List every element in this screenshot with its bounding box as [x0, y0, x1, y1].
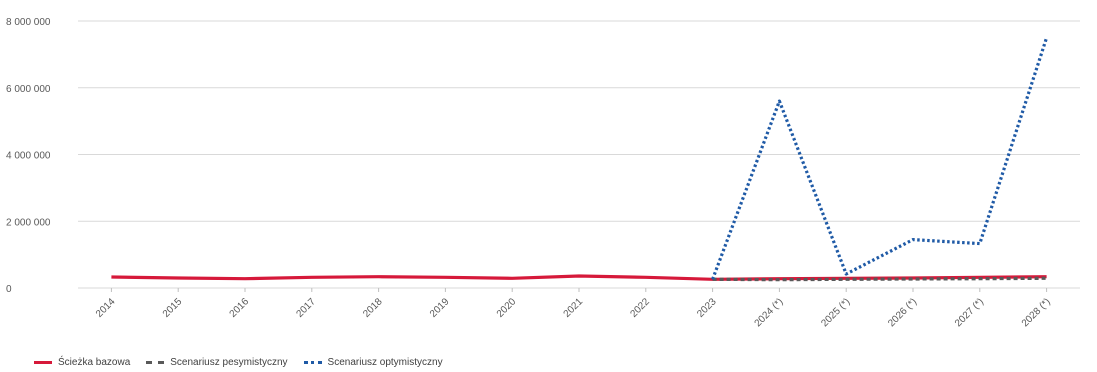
x-tick-label: 2024 (*) — [753, 296, 786, 329]
y-tick-label: 6 000 000 — [6, 84, 51, 95]
x-tick-label: 2018 — [361, 296, 385, 320]
series-line-0 — [111, 274, 1047, 281]
x-axis: 2014 2015 2016 2017 2018 2019 2020 2021 2022 2023… — [94, 288, 1053, 329]
x-tick-label: 2023 — [695, 296, 719, 320]
x-tick-label: 2026 (*) — [886, 296, 919, 329]
legend-item-optimistic[interactable]: Scenariusz optymistyczny — [303, 357, 443, 368]
x-tick-label: 2017 — [294, 296, 318, 320]
x-tick-label: 2016 — [228, 296, 252, 320]
x-tick-label: 2015 — [161, 296, 185, 320]
legend-label-optimistic: Scenariusz optymistyczny — [327, 357, 443, 368]
x-tick-label: 2014 — [94, 296, 118, 320]
x-tick-label: 2021 — [562, 296, 586, 320]
legend: Ścieżka bazowa Scenariusz pesymistyczny … — [34, 357, 443, 368]
y-tick-label: 8 000 000 — [6, 17, 51, 28]
x-tick-label: 2019 — [428, 296, 452, 320]
x-tick-label: 2027 (*) — [953, 296, 986, 329]
x-tick-label: 2028 (*) — [1020, 296, 1053, 329]
x-tick-label: 2025 (*) — [819, 296, 852, 329]
series-line-2 — [711, 37, 1049, 280]
legend-label-pessimistic: Scenariusz pesymistyczny — [170, 357, 288, 368]
legend-swatch-optimistic — [303, 361, 322, 364]
x-tick-label: 2020 — [495, 296, 519, 320]
legend-swatch-pessimistic — [146, 361, 165, 364]
legend-label-baseline: Ścieżka bazowa — [58, 357, 131, 368]
y-tick-label: 2 000 000 — [6, 217, 51, 228]
legend-swatch-baseline — [34, 361, 52, 364]
y-axis: 0 2 000 000 4 000 000 6 000 000 8 000 000 — [6, 17, 51, 295]
series-lines — [111, 37, 1049, 282]
line-chart: 0 2 000 000 4 000 000 6 000 000 8 000 000 20… — [6, 17, 1080, 329]
y-tick-label: 0 — [6, 284, 12, 295]
legend-item-pessimistic[interactable]: Scenariusz pesymistyczny — [146, 357, 288, 368]
x-tick-label: 2022 — [628, 296, 652, 320]
gridlines — [78, 20, 1080, 289]
y-tick-label: 4 000 000 — [6, 151, 51, 162]
legend-item-baseline[interactable]: Ścieżka bazowa — [34, 357, 130, 368]
